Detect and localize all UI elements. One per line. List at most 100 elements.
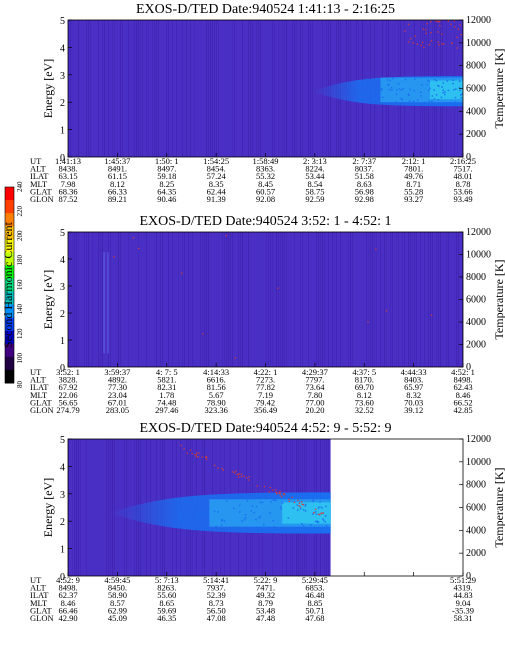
noise-dot — [238, 473, 240, 475]
noise-dot — [428, 44, 430, 46]
band-speckle — [458, 86, 461, 89]
y2-tick-label: 8000 — [466, 272, 486, 283]
column-stripe — [74, 232, 75, 367]
column-stripe — [168, 232, 169, 367]
band-speckle — [201, 522, 203, 525]
y-tick-label: 0 — [60, 153, 65, 164]
column-stripe — [308, 20, 309, 157]
band-speckle — [263, 523, 265, 526]
column-stripe — [350, 232, 351, 367]
table-cell: 2:16:25 — [450, 156, 476, 166]
noise-dot — [453, 20, 455, 22]
noise-dot — [275, 491, 277, 494]
column-stripe — [184, 232, 185, 367]
table-row-label: GLON — [30, 613, 54, 623]
band-speckle — [312, 499, 315, 501]
table-cell: 6616. — [207, 375, 226, 385]
column-stripe — [448, 232, 449, 367]
band-speckle — [317, 521, 320, 523]
band-speckle — [387, 83, 389, 86]
band-speckle — [369, 84, 371, 87]
y2-tick-label: 10000 — [466, 457, 491, 468]
noise-dot — [430, 314, 433, 316]
table-cell: 32.52 — [355, 405, 374, 415]
band-speckle — [322, 518, 324, 520]
column-stripe — [100, 232, 101, 367]
band-speckle — [433, 98, 436, 100]
noise-dot — [283, 494, 285, 496]
column-stripe — [118, 232, 119, 367]
table-cell: 2: 3:13 — [303, 156, 327, 166]
table-cell: 4:22: 1 — [254, 367, 278, 377]
band-speckle — [404, 78, 407, 81]
column-stripe — [138, 232, 139, 367]
noise-dot — [298, 502, 301, 504]
band-speckle — [380, 89, 383, 91]
band-speckle — [188, 513, 191, 516]
table-cell: 1:54:25 — [203, 156, 229, 166]
column-stripe — [274, 20, 275, 157]
table-cell: 7517. — [453, 164, 472, 174]
column-stripe — [156, 20, 157, 157]
noise-dot — [190, 449, 192, 451]
noise-dot — [235, 470, 237, 472]
y-tick-label: 4 — [60, 43, 65, 54]
column-stripe — [256, 20, 257, 157]
band-speckle — [244, 514, 247, 516]
noise-dot — [430, 40, 433, 42]
band-speckle — [400, 97, 402, 100]
column-stripe — [352, 232, 353, 367]
colorbar-swatch — [5, 304, 14, 319]
band-speckle — [280, 508, 283, 510]
column-stripe — [200, 232, 201, 367]
column-stripe — [368, 232, 369, 367]
noise-dot — [222, 469, 225, 471]
table-cell: 64.35 — [157, 186, 176, 196]
table-row-label: ALT — [30, 164, 47, 174]
column-stripe — [276, 232, 277, 367]
table-cell: 47.68 — [305, 613, 324, 623]
band-speckle — [297, 509, 299, 511]
band-speckle — [441, 86, 443, 88]
column-stripe — [380, 232, 381, 367]
table-row-label: GLAT — [30, 186, 53, 196]
band-speckle — [429, 87, 431, 90]
column-stripe — [206, 20, 207, 157]
column-stripe — [78, 20, 79, 157]
y2-tick-label: 0 — [466, 152, 471, 163]
table-cell: 42.90 — [58, 613, 77, 623]
y-axis-label: Energy [eV] — [41, 270, 55, 329]
spectrogram-background — [68, 232, 463, 367]
noise-dot — [414, 35, 416, 37]
table-row-label: MLT — [30, 179, 48, 189]
column-stripe — [392, 232, 393, 367]
column-stripe — [154, 20, 155, 157]
vertical-streak — [107, 252, 109, 354]
column-stripe — [78, 232, 79, 367]
noise-dot — [321, 512, 323, 515]
noise-dot — [409, 38, 412, 40]
column-stripe — [278, 20, 279, 157]
table-cell: 59.18 — [157, 171, 176, 181]
band-speckle — [437, 85, 440, 87]
noise-dot — [213, 464, 216, 466]
band-speckle — [317, 507, 320, 509]
column-stripe — [202, 232, 203, 367]
column-stripe — [250, 20, 251, 157]
band-speckle — [182, 520, 185, 523]
column-stripe — [336, 232, 337, 367]
noise-dot — [412, 42, 414, 44]
column-stripe — [92, 232, 93, 367]
noise-dot — [180, 444, 182, 447]
table-cell: 4:59:45 — [104, 575, 130, 585]
column-stripe — [110, 439, 111, 576]
noise-dot — [194, 454, 196, 456]
band-speckle — [215, 525, 217, 528]
table-cell: 4892. — [108, 375, 127, 385]
panel-1: EXOS-D/TED Date:940524 1:41:13 - 2:16:25… — [30, 2, 505, 204]
noise-dot — [198, 452, 200, 454]
band-speckle — [442, 82, 444, 84]
colorbar-swatch — [5, 213, 14, 227]
column-stripe — [266, 232, 267, 367]
band-speckle — [395, 101, 397, 103]
